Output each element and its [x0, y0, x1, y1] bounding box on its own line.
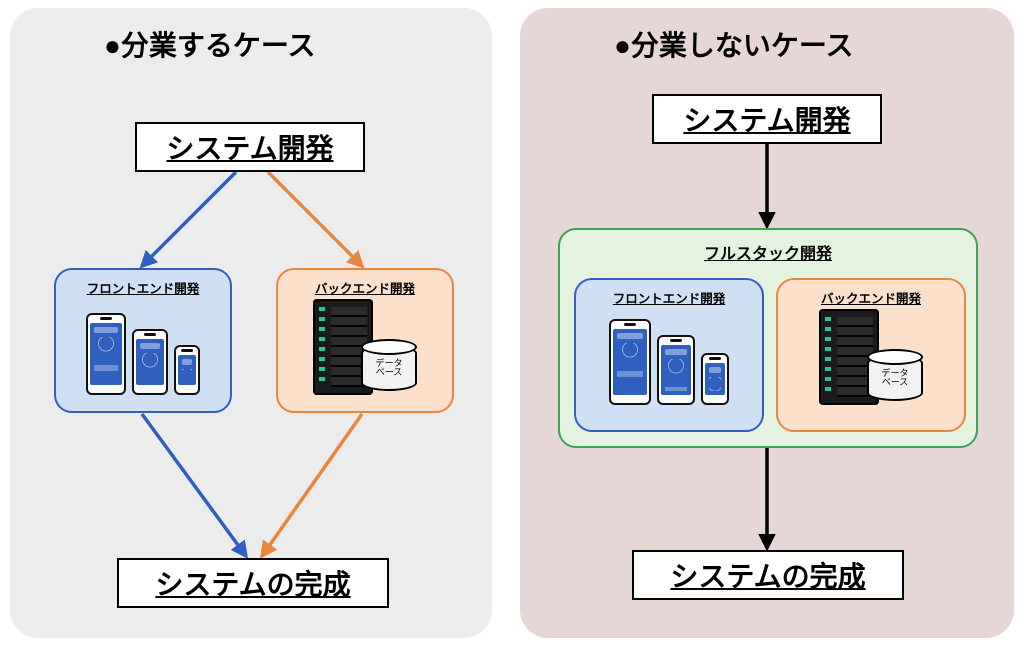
database-icon: データベース: [361, 345, 417, 391]
database-icon: データベース: [867, 355, 923, 401]
card-label: フロントエンド開発: [66, 278, 220, 297]
card-backend-right: バックエンド開発 データベース: [776, 278, 966, 432]
card-label: フルスタック開発: [570, 240, 966, 264]
backend-illustration: データベース: [288, 303, 442, 395]
backend-illustration: データベース: [788, 313, 954, 405]
node-label: システム開発: [166, 133, 333, 164]
database-label: データベース: [361, 359, 417, 378]
phone-icon: [86, 313, 126, 395]
phone-icon: [701, 353, 729, 405]
node-label: システム開発: [683, 105, 850, 136]
node-system-dev-left: システム開発: [135, 122, 365, 172]
frontend-illustration: [66, 303, 220, 395]
phone-icon: [174, 345, 200, 395]
card-frontend-right: フロントエンド開発: [574, 278, 764, 432]
node-system-dev-right: システム開発: [652, 94, 882, 144]
phone-icon: [132, 329, 168, 395]
card-label: バックエンド開発: [288, 278, 442, 297]
panel-title-right: ●分業しないケース: [614, 24, 854, 64]
node-system-complete-right: システムの完成: [632, 550, 904, 600]
phone-icon: [609, 319, 651, 405]
card-frontend-left: フロントエンド開発: [54, 268, 232, 413]
card-backend-left: バックエンド開発 データベース: [276, 268, 454, 413]
node-system-complete-left: システムの完成: [117, 558, 389, 608]
database-label: データベース: [867, 369, 923, 388]
frontend-illustration: [586, 313, 752, 405]
node-label: システムの完成: [155, 569, 350, 600]
node-label: システムの完成: [670, 561, 865, 592]
phone-icon: [657, 335, 695, 405]
panel-title-left: ●分業するケース: [104, 24, 316, 64]
card-label: フロントエンド開発: [586, 288, 752, 307]
card-label: バックエンド開発: [788, 288, 954, 307]
